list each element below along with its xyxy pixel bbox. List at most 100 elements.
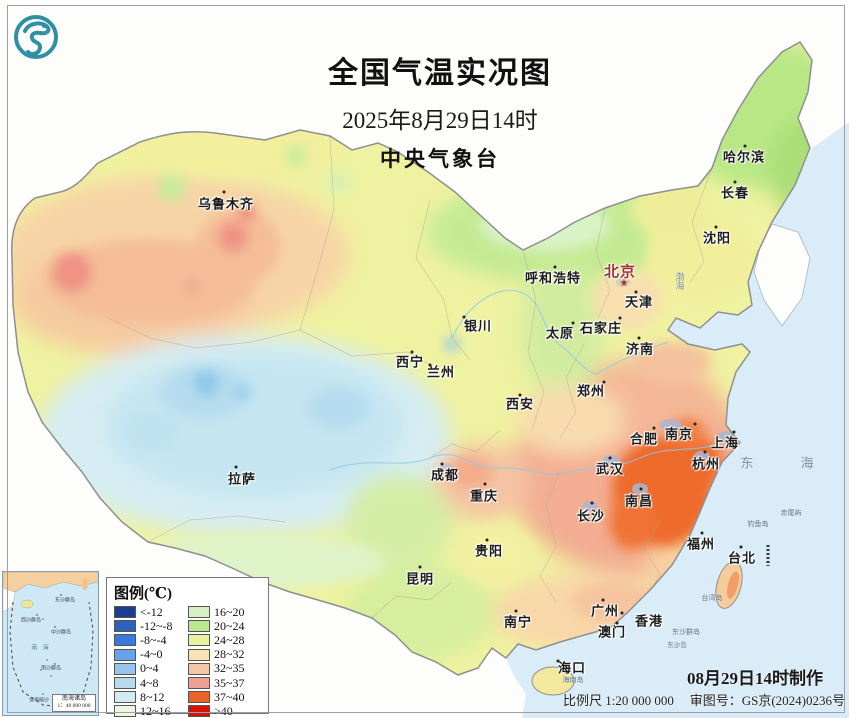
city-dot-icon (639, 487, 643, 491)
city-label: 天津 (624, 294, 654, 310)
legend-range-label: <-12 (140, 604, 163, 619)
legend-swatch (114, 634, 136, 647)
south-china-sea-inset: 东沙群岛 西沙群岛 中沙群岛南 海南沙群岛 曾母暗沙 南海诸岛 1：40 000 00… (2, 571, 99, 716)
inset-island-label: 南沙群岛 (40, 666, 62, 672)
legend-swatch (114, 620, 136, 633)
city-label: 合肥 (629, 431, 659, 447)
city-label: 郑州 (576, 383, 606, 399)
city-dot-icon (222, 190, 226, 194)
legend-range-label: >40 (214, 703, 233, 718)
legend-row: 16~20 (188, 605, 262, 619)
inset-island-label: 曾母暗沙 (28, 698, 50, 704)
city-label: 广州 (590, 603, 620, 619)
sea-label: 赤尾屿 (780, 509, 802, 517)
legend-swatch (188, 662, 210, 675)
city-dot-icon (743, 144, 747, 148)
city-label: 济南 (625, 341, 655, 357)
legend-range-label: 4~8 (140, 675, 159, 690)
city-dot-icon (615, 621, 619, 625)
legend-swatch (114, 648, 136, 661)
legend-row: >40 (188, 704, 262, 718)
legend-swatch (114, 705, 136, 718)
city-label: 长春 (720, 185, 750, 201)
city-dot-icon (733, 180, 737, 184)
legend-swatch (114, 606, 136, 619)
city-label: 贵阳 (474, 543, 504, 559)
city-dot-icon (700, 531, 704, 535)
inset-caption-title: 南海诸岛 (61, 696, 86, 702)
legend-row: -12~-8 (114, 619, 188, 633)
city-dot-icon (590, 501, 594, 505)
city-dot-icon (571, 321, 575, 325)
legend-range-label: 24~28 (214, 632, 245, 647)
city-label: 香港 (634, 613, 664, 629)
city-label: 拉萨 (227, 471, 257, 487)
korea-landmass (753, 223, 811, 327)
legend-range-label: 20~24 (214, 618, 245, 633)
urban-area-patches (440, 277, 737, 511)
city-label: 上海 (710, 435, 740, 451)
city-dot-icon (418, 565, 422, 569)
city-label: 成都 (430, 467, 460, 483)
scale-label: 比例尺 1:20 000 000 (563, 693, 674, 708)
legend-swatch (188, 620, 210, 633)
legend-range-label: 8~12 (140, 689, 165, 704)
legend-range-label: 16~20 (214, 604, 245, 619)
hainan-island (531, 666, 575, 696)
legend-row: 37~40 (188, 690, 262, 704)
legend-range-label: 37~40 (214, 689, 245, 704)
agency-name: 中央气象台 (380, 147, 500, 171)
legend-row: 20~24 (188, 619, 262, 633)
city-label: 太原 (545, 325, 575, 341)
legend-row: 0~4 (114, 661, 188, 676)
sea-label: 钓鱼岛 (747, 520, 769, 528)
legend-range-label: 0~4 (140, 661, 159, 676)
city-label: 石家庄 (579, 320, 623, 336)
city-dot-icon (602, 380, 606, 384)
legend-swatch (188, 705, 210, 718)
city-label: 昆明 (405, 571, 435, 587)
taiwan-temp-patch (726, 571, 740, 599)
capital-star-icon: ★ (619, 278, 629, 289)
city-label: 南宁 (503, 614, 533, 630)
city-dot-icon (556, 659, 560, 663)
city-dot-icon (601, 598, 605, 602)
city-label: 南昌 (624, 493, 654, 509)
city-dot-icon (234, 465, 238, 469)
city-label: 哈尔滨 (722, 149, 766, 165)
province-boundaries (107, 135, 713, 619)
legend-row: -4~0 (114, 647, 188, 662)
legend-range-label: -4~0 (140, 647, 163, 662)
city-dot-icon (703, 450, 707, 454)
city-dot-icon (483, 482, 487, 486)
legend-row: 4~8 (114, 676, 188, 690)
city-label: 乌鲁木齐 (197, 196, 255, 212)
city-dot-icon (410, 350, 414, 354)
sea-label: 渤海 (674, 272, 685, 290)
rivers (329, 289, 716, 476)
city-dot-icon (428, 363, 432, 367)
legend-row: 35~37 (188, 676, 262, 690)
legend-range-label: -12~-8 (140, 618, 173, 633)
inset-island-label: 南 海 (31, 645, 51, 652)
city-dot-icon (462, 315, 466, 319)
footer-scale-row: 比例尺 1:20 000 000 审图号：GS京(2024)0236号 (563, 690, 845, 709)
national-boundary (10, 41, 813, 676)
city-dot-icon (620, 611, 624, 615)
city-label: 福州 (686, 536, 716, 552)
city-label: 武汉 (595, 461, 625, 477)
inset-island-label: 东沙群岛 (54, 598, 76, 604)
city-label: 沈阳 (702, 230, 732, 246)
legend-swatch (188, 634, 210, 647)
inset-caption-scale: 1：40 000 000 (57, 703, 91, 709)
legend-row: -8~-4 (114, 633, 188, 647)
made-at-timestamp: 08月29日14时制作 (687, 669, 823, 688)
sea-label: 东沙岛 (667, 642, 687, 649)
legend-range-label: 28~32 (214, 647, 245, 662)
city-label: 杭州 (691, 456, 721, 472)
inset-island-label: 西沙群岛 (20, 618, 42, 624)
city-label: 西安 (505, 396, 535, 412)
inset-caption-box: 南海诸岛 1：40 000 000 (52, 694, 96, 712)
